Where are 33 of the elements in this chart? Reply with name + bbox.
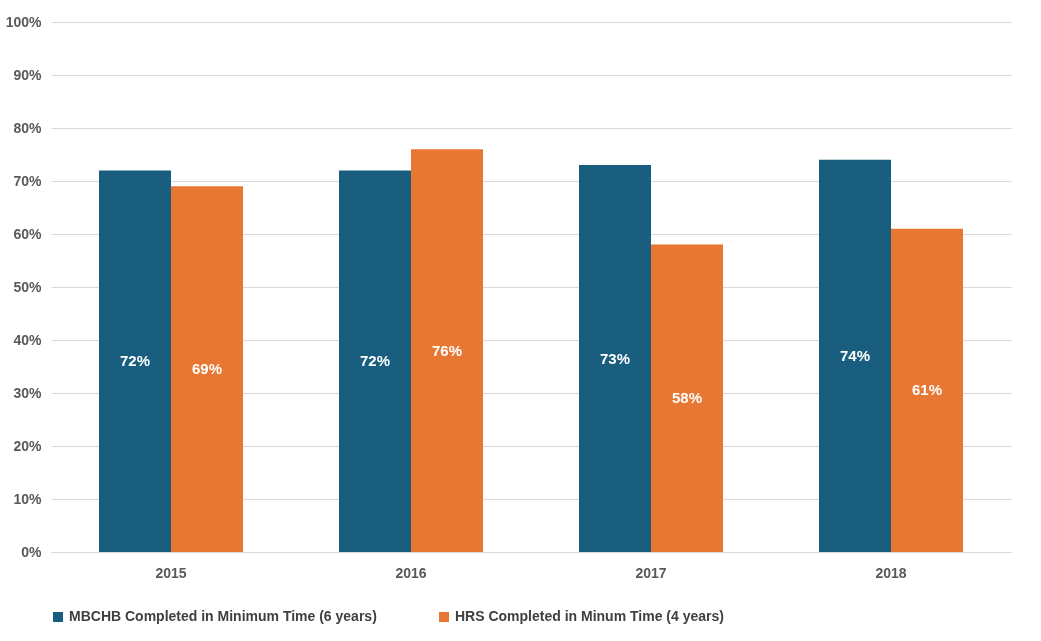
y-tick-label: 10% bbox=[13, 490, 43, 507]
data-label: 72% bbox=[119, 352, 151, 370]
bar bbox=[651, 244, 723, 552]
data-label: 76% bbox=[431, 341, 463, 359]
bar bbox=[339, 170, 411, 552]
y-tick-label: 40% bbox=[13, 331, 43, 348]
bar bbox=[171, 186, 243, 552]
y-tick-label: 70% bbox=[13, 172, 43, 189]
x-tick-label: 2017 bbox=[635, 564, 667, 581]
bar bbox=[99, 170, 171, 552]
data-label: 72% bbox=[359, 352, 391, 370]
data-label: 73% bbox=[599, 349, 631, 367]
y-tick-label: 90% bbox=[13, 66, 43, 83]
y-tick-label: 100% bbox=[5, 13, 43, 30]
bar bbox=[819, 159, 891, 552]
data-label: 61% bbox=[911, 381, 943, 399]
legend-label: MBCHB Completed in Minimum Time (6 years) bbox=[69, 608, 377, 624]
bar bbox=[411, 149, 483, 552]
x-tick-label: 2018 bbox=[875, 564, 907, 581]
y-tick-label: 20% bbox=[13, 437, 43, 454]
y-tick-label: 0% bbox=[21, 543, 43, 560]
y-tick-label: 80% bbox=[13, 119, 43, 136]
bar bbox=[579, 165, 651, 552]
bar bbox=[891, 228, 963, 552]
legend-label: HRS Completed in Minum Time (4 years) bbox=[455, 608, 724, 624]
y-tick-label: 30% bbox=[13, 384, 43, 401]
x-tick-label: 2015 bbox=[155, 564, 187, 581]
data-label: 58% bbox=[671, 389, 703, 407]
data-label: 69% bbox=[191, 360, 223, 378]
x-tick-label: 2016 bbox=[395, 564, 427, 581]
y-tick-label: 60% bbox=[13, 225, 43, 242]
data-label: 74% bbox=[839, 346, 871, 364]
y-tick-label: 50% bbox=[13, 278, 43, 295]
